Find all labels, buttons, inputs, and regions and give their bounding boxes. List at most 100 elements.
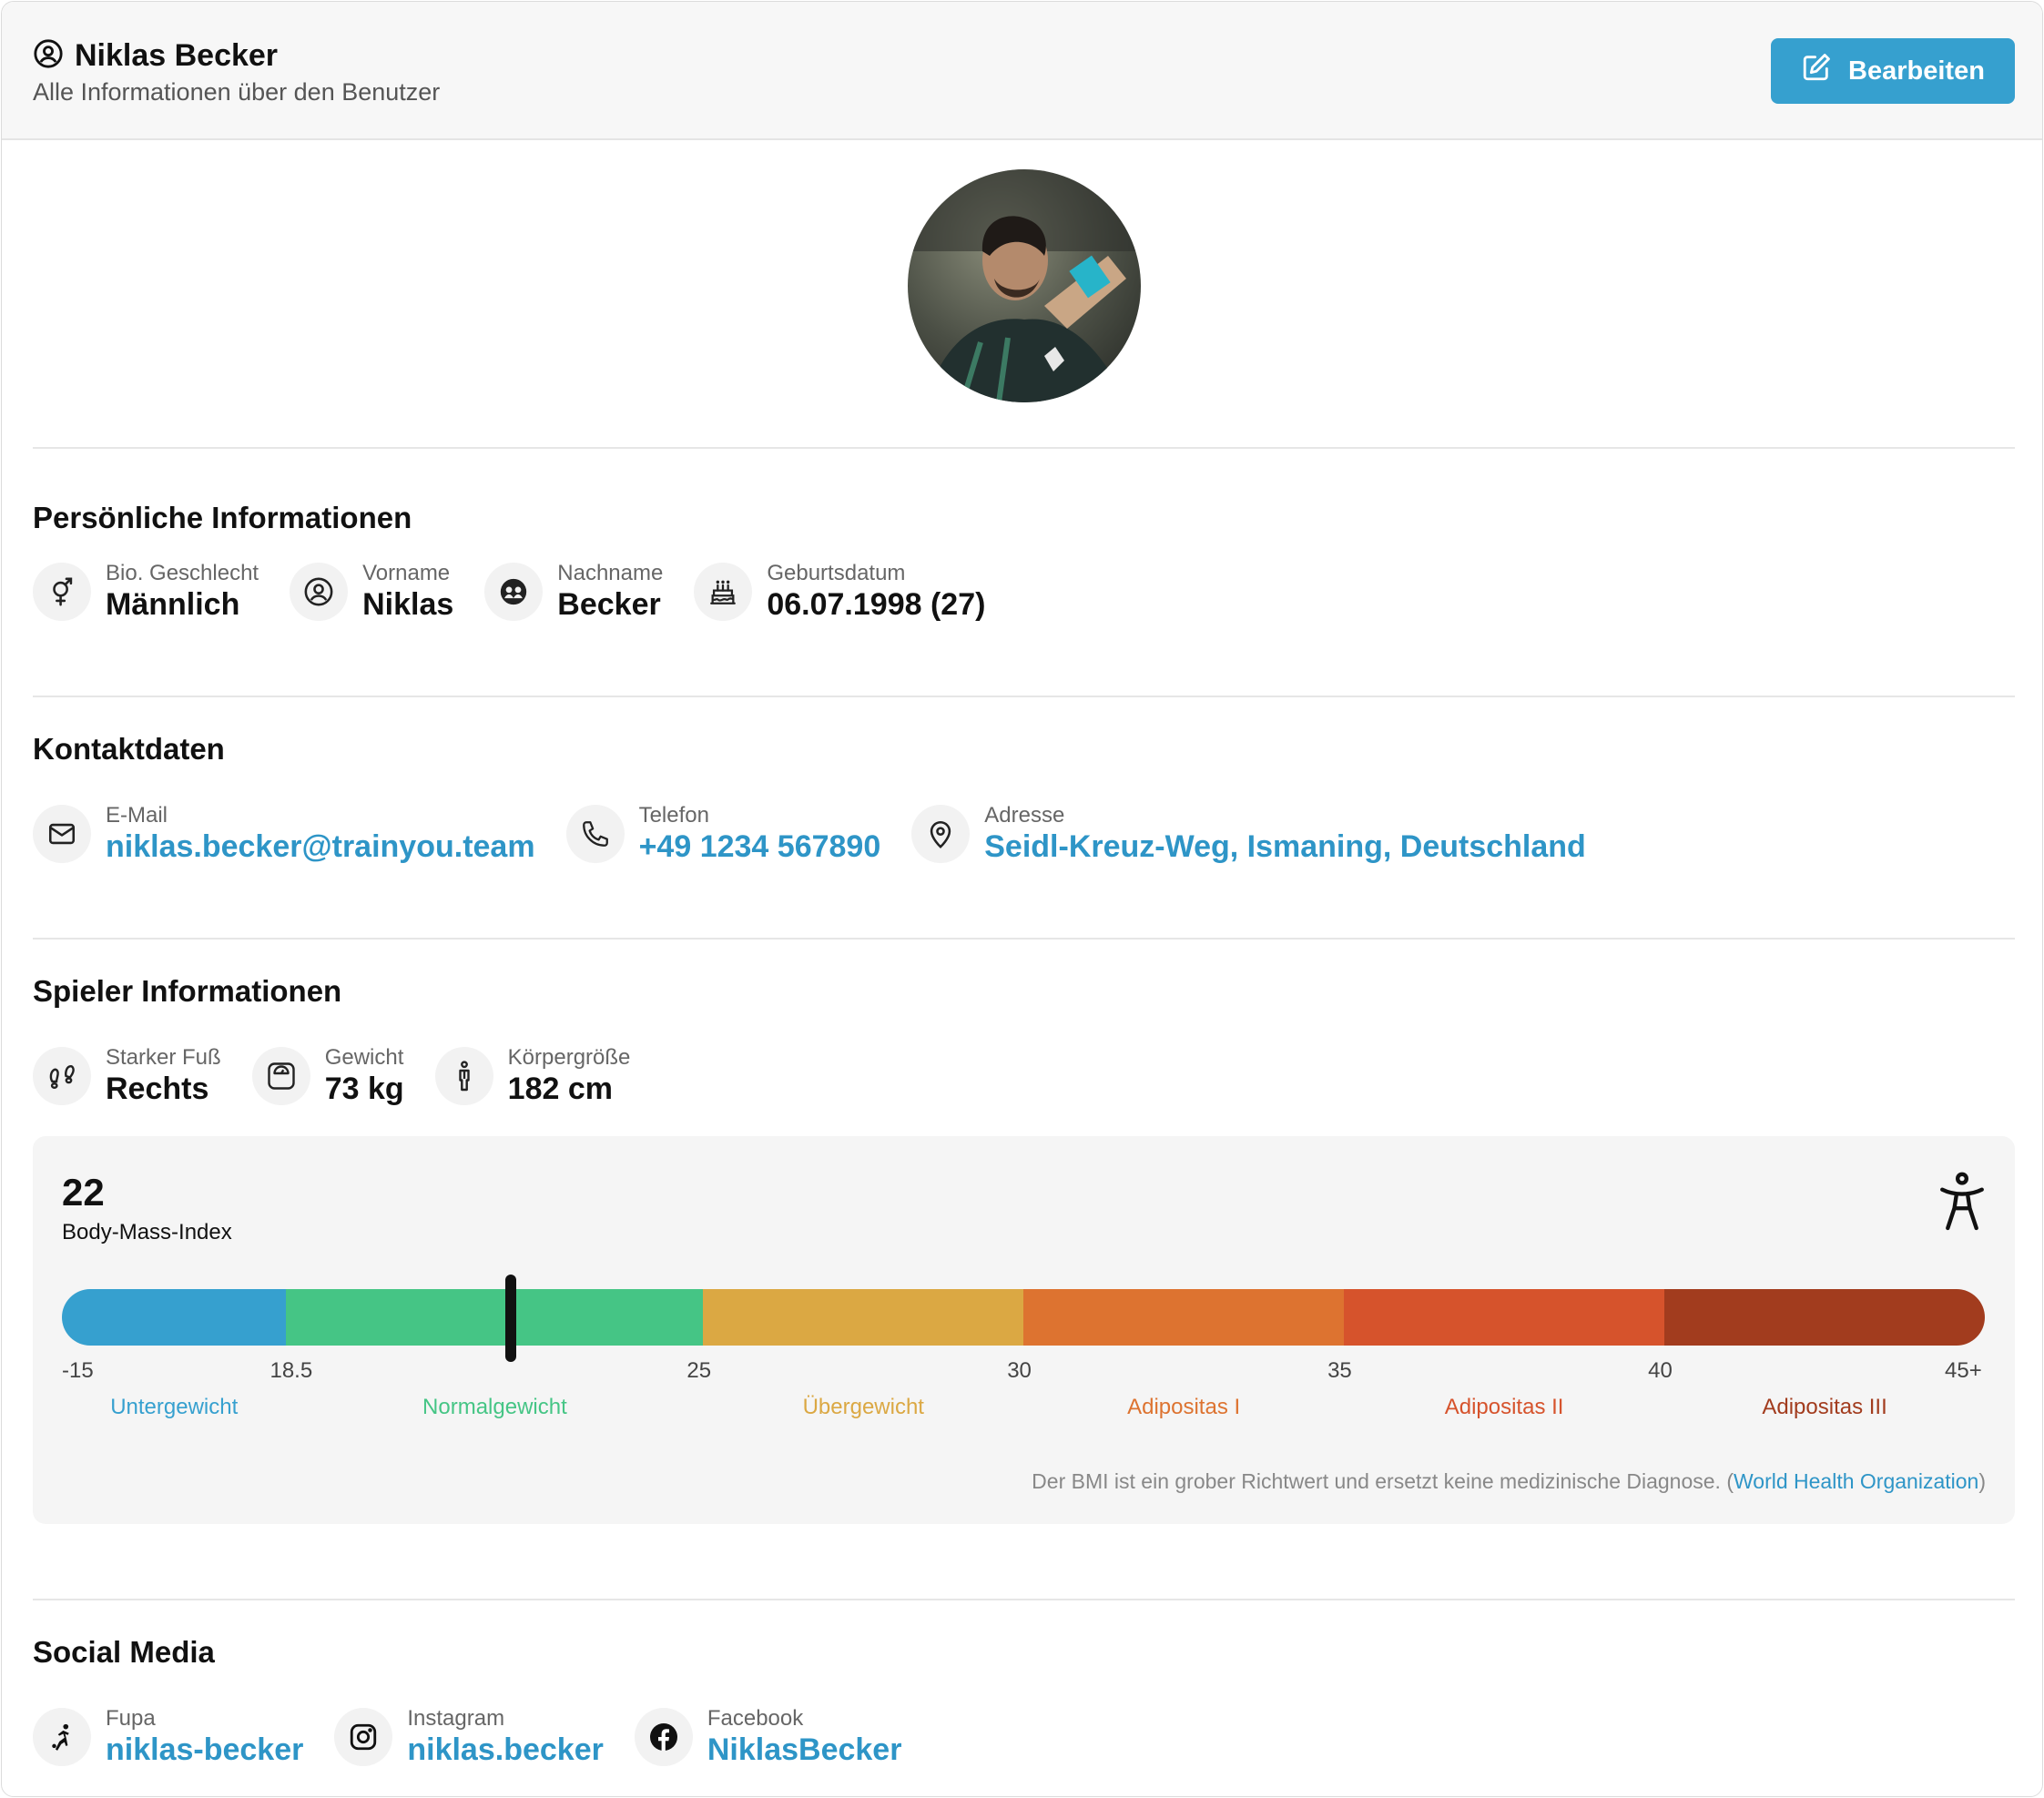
bmi-category-label: Normalgewicht bbox=[422, 1395, 567, 1419]
bmi-category-label: Übergewicht bbox=[802, 1395, 924, 1419]
avatar bbox=[908, 169, 1141, 402]
address-link[interactable]: Seidl-Kreuz-Weg, Ismaning, Deutschland bbox=[984, 829, 1586, 864]
field-fupa: Fupa niklas-becker bbox=[33, 1706, 303, 1768]
header: Niklas Becker Alle Informationen über de… bbox=[2, 2, 2042, 140]
bmi-panel: 22 Body-Mass-Index -15 18.5 25 30 35 40 45+ Un… bbox=[33, 1136, 2015, 1524]
bmi-segment bbox=[1664, 1289, 1985, 1346]
bmi-tick-label: 30 bbox=[1007, 1358, 1032, 1383]
divider bbox=[33, 1599, 2015, 1600]
divider bbox=[33, 696, 2015, 697]
divider bbox=[33, 447, 2015, 449]
divider bbox=[33, 938, 2015, 940]
section-title-player: Spieler Informationen bbox=[33, 974, 342, 1008]
field-address: Adresse Seidl-Kreuz-Weg, Ismaning, Deuts… bbox=[911, 803, 1586, 865]
section-title-personal: Persönliche Informationen bbox=[33, 501, 412, 534]
social-fields: Fupa niklas-becker Instagram niklas.beck… bbox=[33, 1706, 932, 1768]
field-lastname: Nachname Becker bbox=[484, 561, 663, 623]
bmi-value: 22 bbox=[62, 1171, 105, 1214]
field-value: 06.07.1998 (27) bbox=[767, 587, 986, 622]
player-fields: Starker Fuß Rechts Gewicht 73 kg K bbox=[33, 1045, 661, 1107]
phone-icon bbox=[565, 805, 625, 863]
field-height: Körpergröße 182 cm bbox=[434, 1045, 631, 1107]
facebook-icon bbox=[634, 1708, 693, 1766]
field-value: Männlich bbox=[106, 587, 240, 622]
field-label: Geburtsdatum bbox=[767, 561, 906, 585]
person-height-icon bbox=[434, 1047, 493, 1105]
header-title-row: Niklas Becker bbox=[33, 38, 278, 74]
bmi-segment bbox=[1023, 1289, 1345, 1346]
page-title: Niklas Becker bbox=[75, 38, 279, 73]
facebook-link[interactable]: NiklasBecker bbox=[707, 1732, 902, 1767]
gender-icon bbox=[33, 563, 91, 621]
field-gender: Bio. Geschlecht Männlich bbox=[33, 561, 259, 623]
page-subtitle: Alle Informationen über den Benutzer bbox=[33, 78, 441, 106]
soccer-player-icon bbox=[33, 1708, 91, 1766]
bmi-note-text: Der BMI ist ein grober Richtwert und ers… bbox=[1032, 1469, 1734, 1493]
map-pin-icon bbox=[911, 805, 971, 863]
bmi-segment bbox=[1344, 1289, 1665, 1346]
field-value: Becker bbox=[557, 587, 661, 622]
field-weight: Gewicht 73 kg bbox=[251, 1045, 404, 1107]
bmi-segment bbox=[62, 1289, 287, 1346]
footprints-icon bbox=[33, 1047, 91, 1105]
bmi-label: Body-Mass-Index bbox=[62, 1220, 232, 1244]
field-value: Rechts bbox=[106, 1072, 209, 1106]
who-link[interactable]: World Health Organization bbox=[1734, 1469, 1979, 1493]
user-circle-icon bbox=[290, 563, 349, 621]
accessibility-icon bbox=[1936, 1171, 1988, 1237]
edit-button[interactable]: Bearbeiten bbox=[1771, 38, 2015, 104]
phone-link[interactable]: +49 1234 567890 bbox=[638, 829, 881, 864]
personal-fields: Bio. Geschlecht Männlich Vorname Niklas bbox=[33, 561, 1016, 623]
field-value: 182 cm bbox=[507, 1072, 613, 1106]
field-label: Instagram bbox=[407, 1706, 505, 1731]
bmi-category-label: Adipositas III bbox=[1762, 1395, 1887, 1419]
field-value: 73 kg bbox=[324, 1072, 404, 1106]
instagram-icon bbox=[334, 1708, 393, 1766]
fupa-link[interactable]: niklas-becker bbox=[106, 1732, 304, 1767]
section-title-social: Social Media bbox=[33, 1635, 215, 1669]
field-firstname: Vorname Niklas bbox=[290, 561, 453, 623]
field-birthdate: Geburtsdatum 06.07.1998 (27) bbox=[694, 561, 985, 623]
field-instagram: Instagram niklas.becker bbox=[334, 1706, 604, 1768]
contact-fields: E-Mail niklas.becker@trainyou.team Telef… bbox=[33, 803, 1617, 865]
field-label: Gewicht bbox=[324, 1045, 404, 1070]
bmi-note: Der BMI ist ein grober Richtwert und ers… bbox=[1032, 1469, 1986, 1494]
field-email: E-Mail niklas.becker@trainyou.team bbox=[33, 803, 535, 865]
section-title-contact: Kontaktdaten bbox=[33, 732, 225, 766]
bmi-category-label: Untergewicht bbox=[110, 1395, 239, 1419]
bmi-scale-bar bbox=[62, 1289, 1985, 1346]
bmi-tick-label: 25 bbox=[686, 1358, 712, 1383]
field-label: E-Mail bbox=[106, 803, 168, 828]
bmi-category-label: Adipositas II bbox=[1444, 1395, 1564, 1419]
email-link[interactable]: niklas.becker@trainyou.team bbox=[106, 829, 535, 864]
scale-icon bbox=[251, 1047, 310, 1105]
bmi-tick-label: 40 bbox=[1648, 1358, 1673, 1383]
bmi-segment bbox=[703, 1289, 1024, 1346]
field-label: Fupa bbox=[106, 1706, 156, 1731]
bmi-segment bbox=[286, 1289, 704, 1346]
field-strong-foot: Starker Fuß Rechts bbox=[33, 1045, 221, 1107]
mail-icon bbox=[33, 805, 91, 863]
field-facebook: Facebook NiklasBecker bbox=[634, 1706, 902, 1768]
field-label: Starker Fuß bbox=[106, 1045, 221, 1070]
bmi-note-end: ) bbox=[1978, 1469, 1986, 1493]
field-label: Vorname bbox=[362, 561, 451, 585]
edit-button-label: Bearbeiten bbox=[1848, 56, 1985, 86]
user-circle-icon bbox=[33, 38, 64, 74]
field-label: Telefon bbox=[638, 803, 709, 828]
bmi-tick-label: -15 bbox=[62, 1358, 94, 1383]
edit-icon bbox=[1801, 52, 1848, 90]
field-label: Adresse bbox=[984, 803, 1065, 828]
bmi-tick-label: 45+ bbox=[1945, 1358, 1982, 1383]
instagram-link[interactable]: niklas.becker bbox=[407, 1732, 604, 1767]
users-icon bbox=[484, 563, 544, 621]
field-label: Facebook bbox=[707, 1706, 804, 1731]
bmi-category-label: Adipositas I bbox=[1127, 1395, 1241, 1419]
bmi-tick-label: 35 bbox=[1327, 1358, 1352, 1383]
field-value: Niklas bbox=[362, 587, 454, 622]
field-label: Körpergröße bbox=[507, 1045, 631, 1070]
field-label: Nachname bbox=[557, 561, 664, 585]
field-label: Bio. Geschlecht bbox=[106, 561, 259, 585]
bmi-marker bbox=[505, 1275, 517, 1362]
